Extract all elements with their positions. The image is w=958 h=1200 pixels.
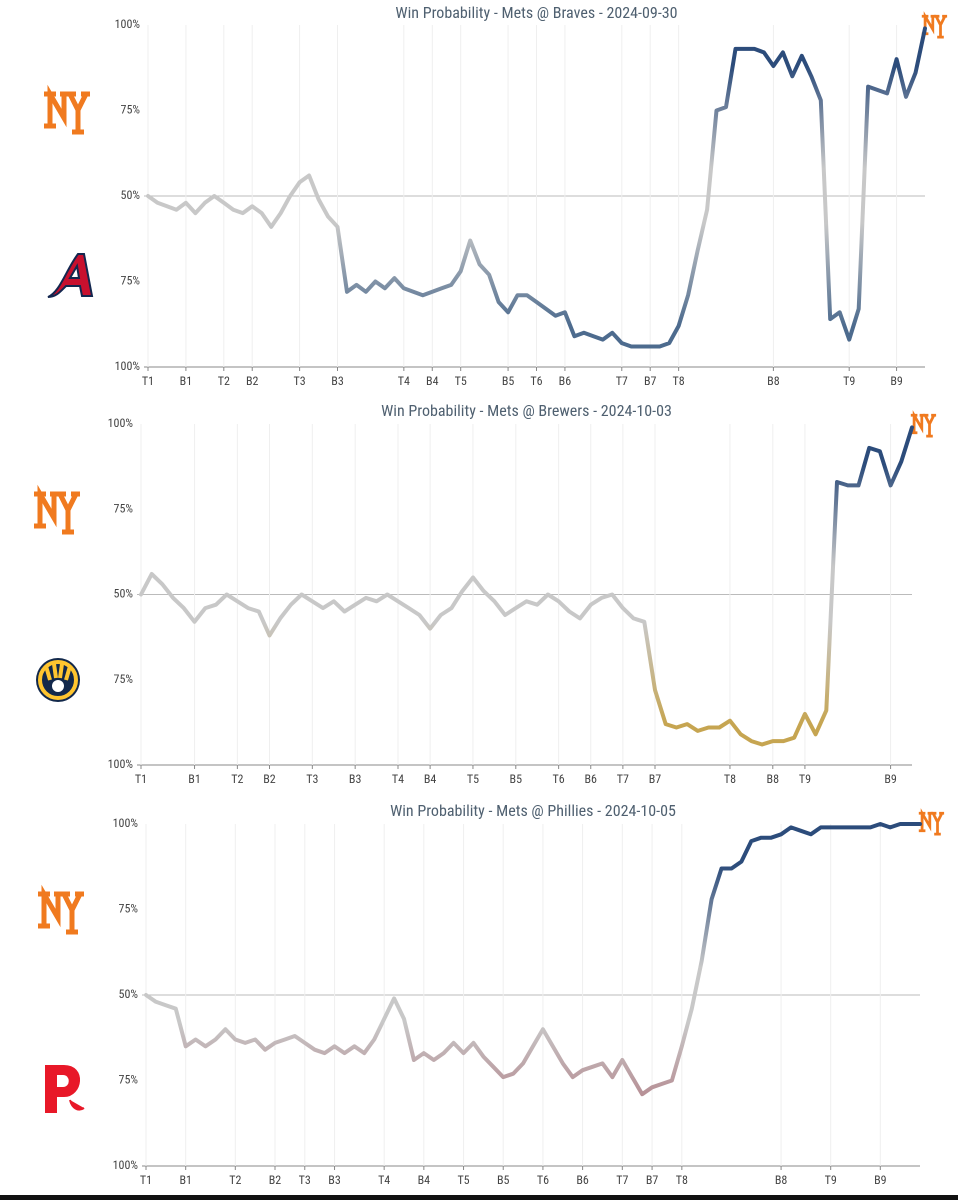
mets-logo-small bbox=[917, 811, 946, 836]
x-tick-label: T9 bbox=[825, 1173, 837, 1187]
y-tick-label: 50% bbox=[114, 587, 134, 601]
x-tick-label: B4 bbox=[424, 772, 437, 786]
x-tick-label: B5 bbox=[502, 374, 515, 388]
y-tick-label: 100% bbox=[108, 416, 134, 430]
x-tick-label: B9 bbox=[884, 772, 897, 786]
chart-title: Win Probability - Mets @ Brewers - 2024-… bbox=[381, 401, 672, 420]
x-tick-label: T5 bbox=[467, 772, 479, 786]
x-tick-label: B3 bbox=[328, 1173, 341, 1187]
bottom-edge bbox=[0, 1195, 958, 1200]
y-tick-label: 75% bbox=[119, 902, 139, 916]
win-probability-line bbox=[146, 26, 927, 349]
win-probability-line bbox=[144, 822, 922, 1097]
x-tick-label: B1 bbox=[188, 772, 200, 786]
x-tick-label: T6 bbox=[537, 1173, 549, 1187]
x-tick-label: T4 bbox=[392, 772, 404, 786]
x-tick-label: T8 bbox=[676, 1173, 688, 1187]
x-tick-label: T3 bbox=[299, 1173, 311, 1187]
x-tick-label: T8 bbox=[673, 374, 685, 388]
x-tick-label: B7 bbox=[649, 772, 662, 786]
y-tick-label: 50% bbox=[119, 987, 139, 1001]
x-tick-label: B5 bbox=[497, 1173, 510, 1187]
phillies-logo bbox=[45, 1065, 85, 1113]
x-tick-label: T3 bbox=[294, 374, 306, 388]
y-tick-label: 100% bbox=[108, 757, 134, 771]
x-tick-label: T7 bbox=[617, 772, 629, 786]
x-tick-label: B8 bbox=[767, 374, 780, 388]
x-tick-label: T1 bbox=[142, 374, 154, 388]
x-tick-label: B4 bbox=[426, 374, 439, 388]
chart-title: Win Probability - Mets @ Braves - 2024-0… bbox=[395, 3, 677, 22]
mets-logo-small bbox=[909, 413, 938, 438]
x-tick-label: B3 bbox=[349, 772, 362, 786]
braves-logo bbox=[47, 253, 94, 298]
mets-logo bbox=[38, 894, 84, 932]
x-tick-label: T5 bbox=[455, 374, 467, 388]
y-tick-label: 50% bbox=[121, 188, 141, 202]
x-tick-label: B2 bbox=[263, 772, 276, 786]
x-tick-label: T8 bbox=[724, 772, 736, 786]
x-tick-label: B2 bbox=[246, 374, 259, 388]
x-tick-label: T2 bbox=[218, 374, 230, 388]
x-tick-label: T1 bbox=[135, 772, 147, 786]
x-tick-label: T6 bbox=[553, 772, 565, 786]
x-tick-label: T9 bbox=[843, 374, 855, 388]
x-tick-label: T9 bbox=[799, 772, 811, 786]
x-tick-label: B7 bbox=[646, 1173, 659, 1187]
y-tick-label: 75% bbox=[114, 672, 134, 686]
mets-logo bbox=[44, 94, 90, 132]
x-tick-label: B5 bbox=[510, 772, 523, 786]
mets-logo bbox=[34, 494, 80, 532]
y-tick-label: 100% bbox=[115, 359, 141, 373]
x-tick-label: B6 bbox=[585, 772, 598, 786]
x-tick-label: T1 bbox=[140, 1173, 152, 1187]
y-tick-label: 100% bbox=[113, 1158, 139, 1172]
chart-title: Win Probability - Mets @ Phillies - 2024… bbox=[390, 801, 676, 820]
x-tick-label: B1 bbox=[179, 1173, 191, 1187]
x-tick-label: B6 bbox=[576, 1173, 589, 1187]
x-tick-label: T5 bbox=[457, 1173, 469, 1187]
x-tick-label: B7 bbox=[644, 374, 657, 388]
y-tick-label: 100% bbox=[115, 17, 141, 31]
y-tick-label: 75% bbox=[114, 501, 134, 515]
x-tick-label: T4 bbox=[398, 374, 410, 388]
x-tick-label: T3 bbox=[306, 772, 318, 786]
brewers-logo bbox=[36, 658, 80, 702]
x-tick-label: T2 bbox=[229, 1173, 241, 1187]
x-tick-label: B4 bbox=[418, 1173, 431, 1187]
x-tick-label: B1 bbox=[180, 374, 192, 388]
x-tick-label: B6 bbox=[559, 374, 572, 388]
x-tick-label: B8 bbox=[775, 1173, 788, 1187]
x-tick-label: B3 bbox=[331, 374, 344, 388]
x-tick-label: B2 bbox=[269, 1173, 282, 1187]
x-tick-label: B9 bbox=[890, 374, 903, 388]
x-tick-label: T7 bbox=[616, 374, 628, 388]
x-tick-label: T7 bbox=[616, 1173, 628, 1187]
x-tick-label: T2 bbox=[231, 772, 243, 786]
x-tick-label: B9 bbox=[874, 1173, 887, 1187]
y-tick-label: 75% bbox=[121, 103, 141, 117]
x-tick-label: B8 bbox=[767, 772, 780, 786]
x-tick-label: T6 bbox=[530, 374, 542, 388]
x-tick-label: T4 bbox=[378, 1173, 390, 1187]
win-probability-line bbox=[139, 425, 914, 747]
y-tick-label: 100% bbox=[113, 816, 139, 830]
y-tick-label: 75% bbox=[119, 1073, 139, 1087]
y-tick-label: 75% bbox=[121, 274, 141, 288]
